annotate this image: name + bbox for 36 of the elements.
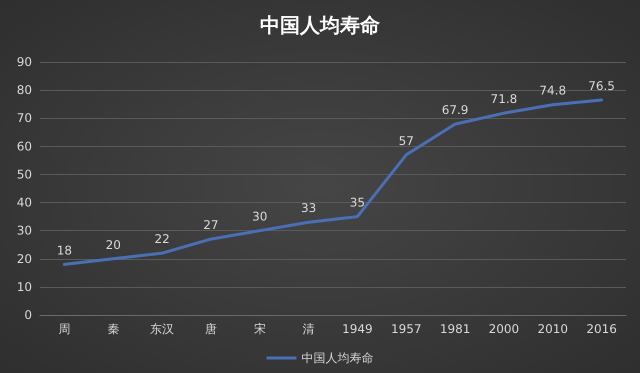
data-label: 74.8: [539, 84, 566, 98]
y-tick-label: 40: [16, 196, 32, 210]
x-tick-label: 2010: [537, 322, 568, 336]
y-tick-label: 50: [16, 167, 32, 182]
y-tick-label: 70: [16, 111, 32, 126]
x-tick-label: 1981: [440, 322, 470, 336]
x-tick-label: 东汉: [150, 322, 174, 336]
data-label: 18: [56, 243, 72, 258]
legend-label: 中国人均寿命: [302, 351, 374, 365]
data-label: 27: [203, 218, 219, 232]
y-tick-label: 80: [16, 83, 32, 98]
data-label: 71.8: [490, 92, 518, 106]
x-tick-label: 1957: [390, 322, 422, 336]
y-tick-label: 60: [16, 139, 32, 154]
data-label: 35: [350, 196, 366, 210]
x-tick-label: 宋: [254, 322, 266, 336]
chart-title: 中国人均寿命: [260, 13, 380, 37]
y-tick-label: 0: [24, 308, 32, 322]
x-tick-label: 2000: [488, 322, 520, 336]
x-tick-label: 1949: [342, 322, 373, 336]
y-tick-label: 30: [16, 224, 32, 238]
y-tick-label: 10: [16, 280, 32, 294]
data-label: 20: [106, 238, 121, 252]
data-label: 76.5: [588, 78, 615, 93]
y-tick-label: 90: [16, 55, 32, 69]
x-tick-label: 秦: [107, 322, 120, 336]
data-label: 30: [252, 210, 268, 224]
data-label: 67.9: [442, 103, 468, 118]
x-tick-label: 周: [58, 322, 70, 336]
x-tick-label: 2016: [586, 322, 617, 336]
data-label: 22: [154, 232, 170, 246]
y-tick-label: 20: [16, 252, 32, 266]
data-label: 33: [300, 201, 316, 216]
x-tick-label: 唐: [204, 322, 217, 336]
x-tick-label: 清: [302, 322, 315, 336]
data-label: 57: [398, 134, 414, 148]
